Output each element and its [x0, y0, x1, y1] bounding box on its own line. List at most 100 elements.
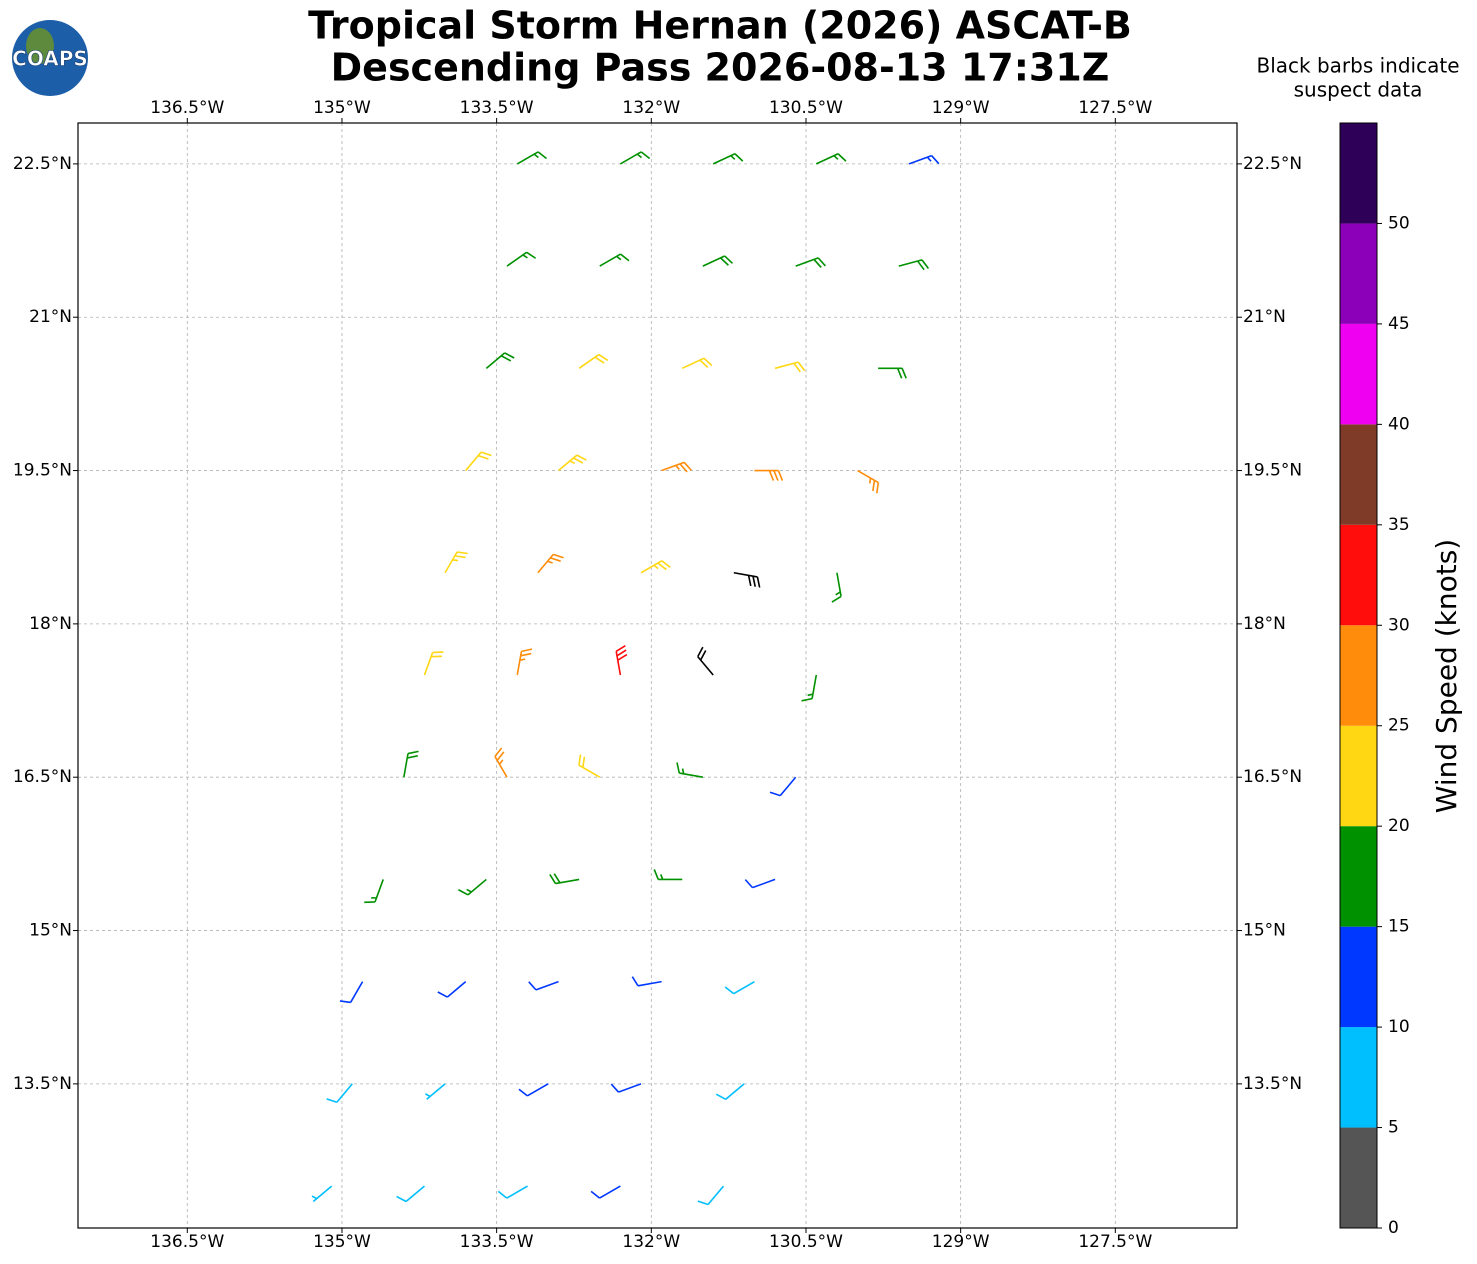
wind-barb: [578, 754, 601, 778]
wind-barb: [423, 651, 444, 676]
wind-barb: [640, 560, 671, 574]
wind-barb: [878, 367, 907, 379]
lat-tick-label: 13.5°N: [1243, 1074, 1302, 1094]
lat-tick-label: 18°N: [1243, 614, 1286, 634]
colorbar-bin: [1340, 123, 1377, 224]
colorbar-tick-label: 30: [1388, 615, 1410, 635]
annotation: suspect data: [1294, 78, 1423, 102]
wind-barb: [516, 648, 533, 676]
logo: COAPS: [12, 20, 88, 96]
wind-barb: [697, 1185, 725, 1206]
wind-barb: [661, 461, 692, 473]
lon-tick-label: 130.5°W: [769, 98, 843, 118]
wind-barb: [311, 1185, 333, 1203]
colorbar-bin: [1340, 625, 1377, 726]
lat-tick-label: 13.5°N: [13, 1074, 72, 1094]
colorbar-bin: [1340, 424, 1377, 525]
wind-barb: [557, 454, 587, 472]
wind-barb: [801, 674, 818, 702]
lon-tick-label: 127.5°W: [1078, 98, 1152, 118]
lat-tick-label: 19.5°N: [13, 461, 72, 481]
wind-barb: [518, 1083, 549, 1097]
lat-tick-label: 21°N: [29, 307, 72, 327]
wind-barb: [653, 869, 683, 881]
wind-barb: [485, 352, 515, 369]
wind-barb: [516, 151, 548, 165]
wind-barb: [715, 1083, 745, 1101]
wind-barb: [619, 151, 651, 165]
wind-barb: [497, 1185, 528, 1199]
wind-barb: [458, 878, 487, 896]
wind-barb: [676, 762, 704, 778]
wind-barb: [681, 357, 713, 370]
lat-tick-label: 22.5°N: [13, 154, 72, 174]
lon-tick-label: 136.5°W: [150, 98, 224, 118]
title-line: Tropical Storm Hernan (2026) ASCAT-B: [308, 4, 1132, 48]
wind-barb: [831, 572, 842, 603]
colorbar-tick-label: 5: [1388, 1118, 1399, 1138]
colorbar-tick-label: 50: [1388, 213, 1410, 233]
map-frame: [77, 122, 1238, 1229]
wind-barb: [549, 873, 580, 885]
wind-barb: [697, 646, 714, 676]
title-line: Descending Pass 2026-08-13 17:31Z: [331, 46, 1110, 90]
lon-tick-label: 129°W: [932, 1232, 990, 1252]
wind-barb: [528, 980, 559, 991]
wind-barb: [615, 644, 628, 676]
wind-barb: [610, 1083, 642, 1093]
colorbar-bin: [1340, 926, 1377, 1028]
lat-tick-label: 16.5°N: [1243, 767, 1302, 787]
colorbar-tick-label: 15: [1388, 917, 1410, 937]
colorbar-tick-label: 10: [1388, 1017, 1410, 1037]
wind-barb: [631, 976, 662, 987]
wind-barb: [494, 747, 508, 778]
lon-tick-label: 132°W: [622, 98, 680, 118]
lat-tick-label: 21°N: [1243, 307, 1286, 327]
wind-barb: [712, 153, 744, 165]
colorbar-tick-label: 20: [1388, 816, 1410, 836]
wind-barb: [403, 750, 419, 778]
wind-barb: [724, 980, 755, 995]
wind-barb: [326, 1083, 353, 1104]
wind-barb: [537, 553, 564, 574]
wind-barb: [364, 879, 384, 904]
wind-barb: [815, 153, 847, 165]
colorbar-tick-label: 40: [1388, 414, 1410, 434]
wind-barb: [795, 257, 827, 269]
logo-land: [26, 28, 54, 64]
lat-tick-label: 15°N: [29, 921, 72, 941]
wind-barb: [908, 154, 940, 165]
wind-barb: [599, 253, 630, 267]
colorbar-frame: [1339, 122, 1378, 1229]
wind-barb: [396, 1185, 425, 1203]
map: 136.5°W 136.5°W 135°W 135°W 133.5°W 133.5°W 13…: [13, 98, 1302, 1252]
colorbar-bin: [1340, 223, 1377, 324]
colorbar-tick-label: 0: [1388, 1218, 1399, 1238]
wind-barb: [578, 353, 609, 369]
lon-tick-label: 127.5°W: [1078, 1232, 1152, 1252]
lon-tick-label: 133.5°W: [460, 1232, 534, 1252]
colorbar-tick-label: 25: [1388, 716, 1410, 736]
lat-tick-label: 19.5°N: [1243, 461, 1302, 481]
wind-barb: [754, 469, 784, 481]
wind-barb: [506, 251, 537, 267]
colorbar-bin: [1340, 1027, 1377, 1128]
lon-tick-label: 135°W: [313, 98, 371, 118]
colorbar-label: Wind Speed (knots): [1430, 539, 1463, 813]
colorbar-bin: [1340, 725, 1377, 827]
lon-tick-label: 133.5°W: [460, 98, 534, 118]
lat-tick-label: 18°N: [29, 614, 72, 634]
colorbar-bin: [1340, 524, 1377, 626]
lon-tick-label: 135°W: [313, 1232, 371, 1252]
wind-barb: [339, 981, 364, 1004]
lon-tick-label: 132°W: [622, 1232, 680, 1252]
wind-barb: [769, 776, 797, 797]
colorbar-bin: [1340, 1127, 1377, 1228]
wind-barb: [774, 361, 806, 373]
lon-tick-label: 130.5°W: [769, 1232, 843, 1252]
wind-barb: [465, 451, 492, 472]
wind-barb: [444, 551, 468, 574]
lat-tick-label: 22.5°N: [1243, 154, 1302, 174]
wind-barb: [733, 571, 761, 588]
